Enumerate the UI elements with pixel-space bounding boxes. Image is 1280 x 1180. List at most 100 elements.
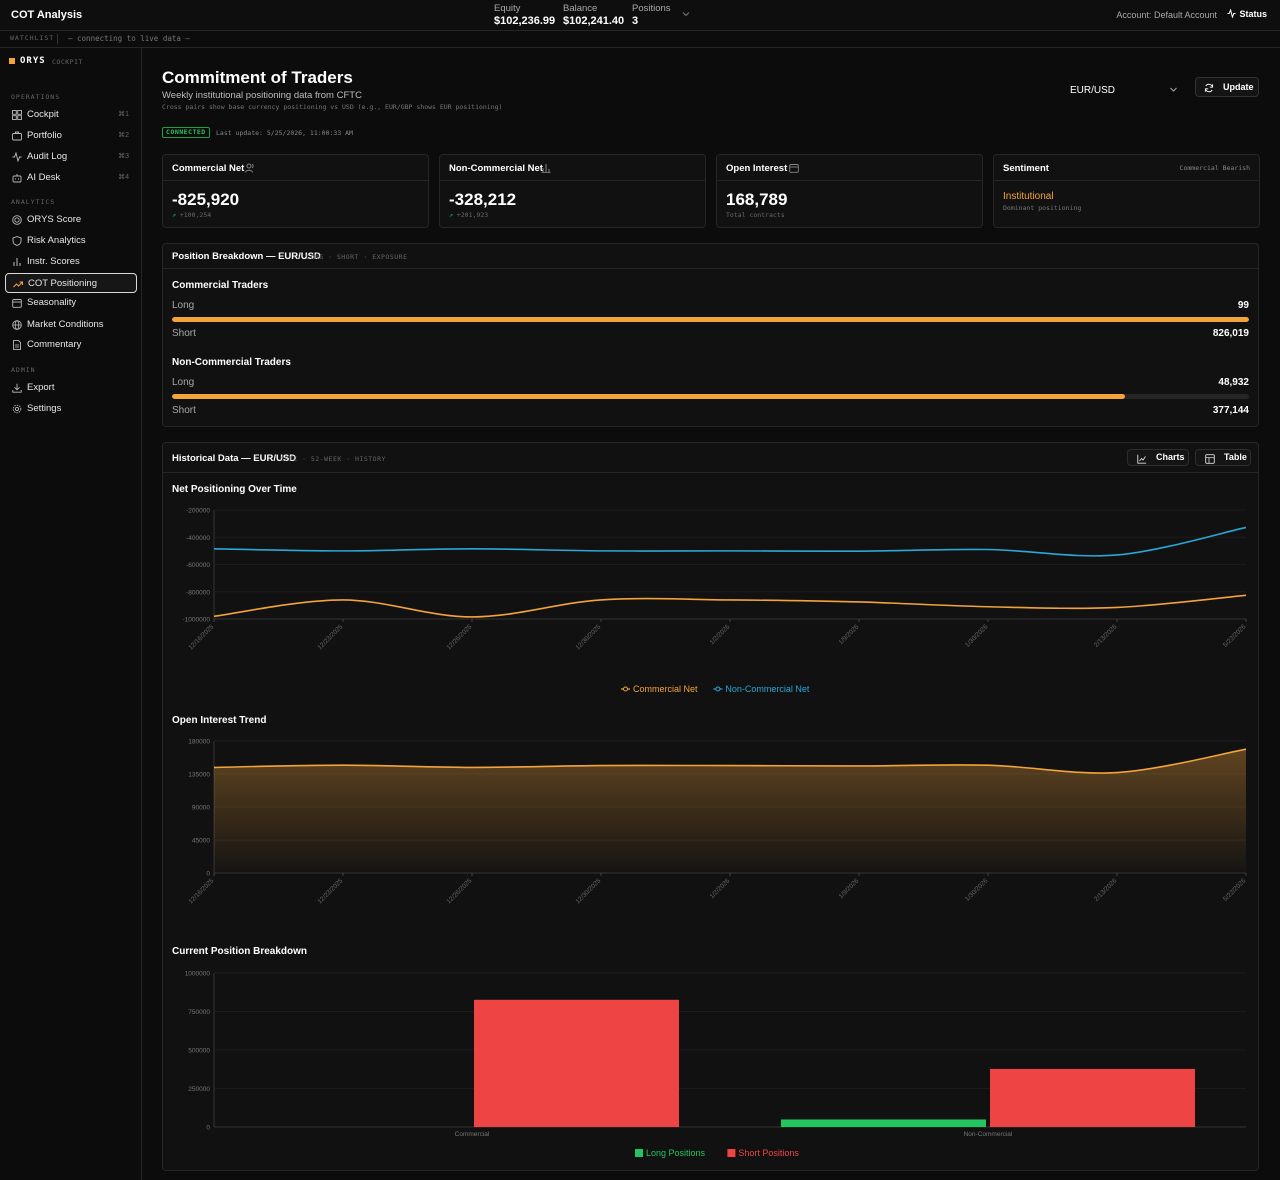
legend-marker-dot [715, 686, 721, 692]
sidebar-item-label: Risk Analytics [27, 235, 86, 246]
x-tick-label: 1/2/2026 [709, 623, 732, 646]
connection-badge: CONNECTED [162, 127, 210, 138]
positions-kpi[interactable]: Positions 3 [632, 3, 671, 27]
top-bar: COT Analysis Equity $102,236.99 Balance … [0, 0, 1280, 31]
table-button-label: Table [1224, 452, 1247, 462]
x-tick-label: 12/23/2025 [316, 877, 344, 905]
x-tick-label: 1/30/2026 [964, 623, 990, 649]
y-tick-label: -800000 [186, 589, 210, 596]
sidebar-item-cot-positioning[interactable]: COT Positioning [5, 273, 137, 293]
document-icon [13, 340, 21, 350]
position-bar-fill [172, 317, 1249, 322]
table-icon [1205, 454, 1215, 464]
shortcut-hint: ⌘3 [118, 153, 129, 160]
briefcase-icon [12, 131, 22, 141]
page-subtitle: Weekly institutional positioning data fr… [162, 90, 362, 101]
sidebar-item-cockpit[interactable]: Cockpit ⌘1 [5, 105, 137, 125]
account-info: Account: Default Account [1116, 10, 1217, 20]
charts-view-button[interactable]: Charts [1127, 449, 1189, 466]
grid-icon [12, 110, 22, 120]
target-icon [12, 215, 22, 225]
sentiment-value: Institutional [1003, 191, 1054, 202]
sidebar-item-label: COT Positioning [28, 278, 97, 289]
update-button[interactable]: Update [1195, 77, 1259, 97]
equity-kpi: Equity $102,236.99 [494, 3, 555, 27]
bar-chart-icon [13, 258, 21, 266]
x-tick-label: Non-Commercial [964, 1131, 1013, 1138]
position-bar [172, 317, 1249, 322]
net-chart-title: Net Positioning Over Time [172, 484, 297, 495]
position-bar-fill [172, 394, 1126, 399]
y-tick-label: -200000 [186, 508, 210, 515]
sentiment-card: Sentiment Commercial Bearish Institution… [993, 154, 1260, 228]
section-label-analytics: ANALYTICS [11, 198, 56, 206]
trend-up-icon: ↗ [449, 211, 453, 219]
sidebar-item-label: Instr. Scores [27, 256, 80, 267]
positions-value: 3 [632, 15, 639, 27]
table-view-button[interactable]: Table [1195, 449, 1251, 466]
sidebar-item-label: Commentary [27, 339, 82, 350]
shortcut-hint: ⌘2 [118, 132, 129, 139]
card-delta: ↗ +201,923 [449, 211, 488, 219]
watchlist-bar: WATCHLIST — connecting to live data — [0, 31, 1280, 48]
short-label: Short [172, 405, 196, 416]
card-delta-value: +100,254 [179, 211, 212, 219]
y-tick-label: 135000 [188, 772, 210, 779]
y-tick-label: 90000 [192, 805, 210, 812]
bar-short-positions [990, 1068, 1195, 1127]
panel-note: LONG · SHORT · EXPOSURE [306, 253, 408, 261]
sidebar-item-seasonality[interactable]: Seasonality [5, 293, 137, 313]
sidebar-item-risk-analytics[interactable]: Risk Analytics [5, 231, 137, 251]
sidebar-item-ai-desk[interactable]: AI Desk ⌘4 [5, 168, 137, 188]
group-label: Non-Commercial Traders [172, 357, 291, 368]
sidebar-item-orys-score[interactable]: ORYS Score [5, 210, 137, 230]
y-tick-label: 1000000 [185, 971, 211, 978]
panel-header: Historical Data — EUR/USD CFTC · 52-WEEK… [163, 443, 1258, 473]
pair-select-value: EUR/USD [1070, 85, 1116, 96]
sidebar-item-commentary[interactable]: Commentary [5, 335, 137, 355]
card-header: Non-Commercial Net [440, 155, 705, 181]
account-label: Account: [1116, 10, 1152, 20]
short-label: Short [172, 328, 196, 339]
x-tick-label: 1/30/2026 [964, 877, 990, 903]
x-tick-label: 5/22/2026 [1222, 877, 1248, 903]
download-icon [12, 383, 22, 393]
x-tick-label: Commercial [455, 1131, 490, 1138]
x-tick-label: 12/23/2025 [316, 623, 344, 651]
card-value: 168,789 [726, 190, 788, 209]
sidebar-item-instr-scores[interactable]: Instr. Scores [5, 252, 137, 272]
card-value: -328,212 [449, 190, 517, 209]
balance-kpi: Balance $102,241.40 [563, 3, 624, 27]
pair-select[interactable]: EUR/USD [1062, 79, 1186, 101]
sidebar-item-settings[interactable]: Settings [5, 399, 137, 419]
sidebar-item-label: Export [27, 382, 55, 393]
x-tick-label: 12/26/2025 [445, 877, 473, 905]
x-tick-label: 12/30/2025 [574, 877, 602, 905]
sidebar-item-market-conditions[interactable]: Market Conditions [5, 315, 137, 335]
legend-marker-dot [623, 686, 628, 692]
x-tick-label: 2/13/2026 [1093, 623, 1119, 649]
brand-name: ORYS [20, 56, 46, 66]
oi-chart-title: Open Interest Trend [172, 715, 267, 726]
sidebar-item-portfolio[interactable]: Portfolio ⌘2 [5, 126, 137, 146]
watchlist-label: WATCHLIST [10, 34, 55, 42]
long-label: Long [172, 300, 195, 311]
position-bar [172, 394, 1249, 399]
sidebar-item-audit-log[interactable]: Audit Log ⌘3 [5, 147, 137, 167]
chevron-down-icon[interactable] [682, 10, 690, 18]
balance-label: Balance [563, 3, 598, 14]
sidebar: ORYS COCKPIT OPERATIONS Cockpit ⌘1 Portf… [0, 48, 142, 1180]
page-note: Cross pairs show base currency positioni… [162, 103, 503, 111]
series-line-0 [213, 594, 1247, 618]
y-tick-label: 0 [206, 871, 210, 878]
app-title: COT Analysis [11, 9, 83, 21]
sidebar-item-label: Market Conditions [27, 319, 104, 330]
status-button[interactable]: Status [1227, 8, 1267, 19]
bar-short-positions [474, 999, 679, 1127]
position-breakdown-panel: Position Breakdown — EUR/USD LONG · SHOR… [162, 243, 1259, 427]
legend-label: Non-Commercial Net [725, 684, 810, 694]
globe-icon [12, 320, 22, 330]
noncommercial-net-card: Non-Commercial Net -328,212 ↗ +201,923 [439, 154, 706, 228]
brand-sub: COCKPIT [52, 58, 83, 66]
sidebar-item-export[interactable]: Export [5, 378, 137, 398]
